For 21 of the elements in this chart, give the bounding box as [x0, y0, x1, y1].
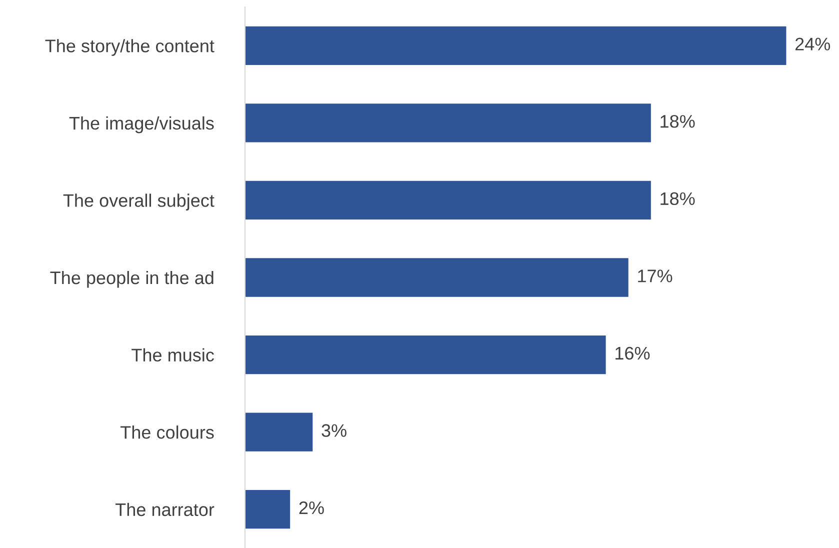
data-label: 24%	[795, 38, 830, 50]
bar	[245, 180, 651, 220]
y-tick-label: The colours	[120, 426, 214, 439]
bar	[245, 490, 290, 529]
bar	[245, 258, 628, 297]
y-tick-label: The narrator	[116, 502, 214, 516]
y-tick-label: The people in the ad	[50, 270, 214, 288]
bar	[245, 104, 651, 142]
y-tick-label: The overall subject	[63, 194, 214, 211]
y-tick-label: The image/visuals	[69, 116, 214, 134]
y-tick-label: The story/the content	[45, 39, 214, 56]
data-label: 16%	[616, 346, 650, 360]
data-label: 17%	[638, 270, 672, 282]
y-tick-label: The music	[132, 348, 214, 362]
data-label: 18%	[660, 192, 695, 206]
bar	[245, 335, 606, 374]
data-label: 3%	[322, 424, 346, 437]
data-label: 18%	[660, 114, 695, 128]
bar	[245, 412, 313, 452]
data-label: 2%	[299, 501, 324, 514]
bar	[245, 26, 786, 65]
